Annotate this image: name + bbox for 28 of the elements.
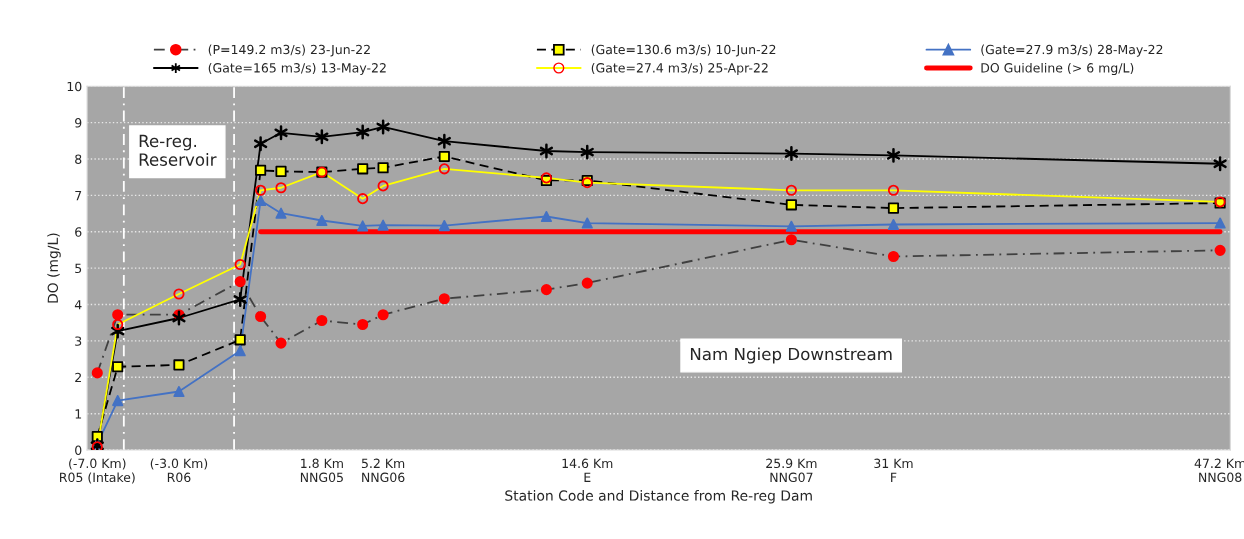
- x-tick-label: 25.9 Km NNG07: [766, 458, 817, 483]
- y-tick-label: 4: [74, 300, 82, 310]
- y-tick-label: 9: [75, 118, 82, 128]
- x-tick-label: 31 Km F: [874, 458, 913, 482]
- y-tick-label: 8: [75, 154, 82, 164]
- x-tick-label: (-3.0 Km) R06: [150, 458, 208, 483]
- annotation: Re-reg. Reservoir: [139, 134, 217, 166]
- x-tick-label: 1.8 Km NNG05: [300, 458, 343, 483]
- legend-label: (Gate=27.9 m3/s) 28-May-22: [981, 44, 1163, 57]
- y-tick-label: 1: [75, 409, 82, 419]
- annotation: Nam Ngiep Downstream: [690, 347, 892, 364]
- y-tick-label: 0: [75, 445, 82, 455]
- legend-label: (Gate=130.6 m3/s) 10-Jun-22: [591, 44, 776, 57]
- y-tick-label: 6: [75, 227, 82, 237]
- legend-label: DO Guideline (> 6 mg/L): [981, 62, 1134, 75]
- y-tick-label: 2: [75, 372, 81, 383]
- x-axis-title: Station Code and Distance from Re-reg Dam: [505, 490, 812, 504]
- y-axis-title: DO (mg/L): [47, 233, 61, 303]
- y-tick-label: 7: [75, 191, 82, 201]
- legend-label: (Gate=27.4 m3/s) 25-Apr-22: [591, 62, 768, 75]
- y-tick-label: 10: [67, 81, 82, 92]
- x-tick-label: 14.6 Km E: [562, 458, 613, 482]
- x-tick-label: 5.2 Km NNG06: [361, 458, 405, 483]
- legend-label: (Gate=165 m3/s) 13-May-22: [208, 62, 386, 75]
- y-tick-label: 5: [75, 263, 82, 274]
- x-tick-label: (-7.0 Km) R05 (Intake): [60, 458, 135, 484]
- legend-label: (P=149.2 m3/s) 23-Jun-22: [208, 44, 370, 57]
- y-tick-label: 3: [75, 336, 82, 346]
